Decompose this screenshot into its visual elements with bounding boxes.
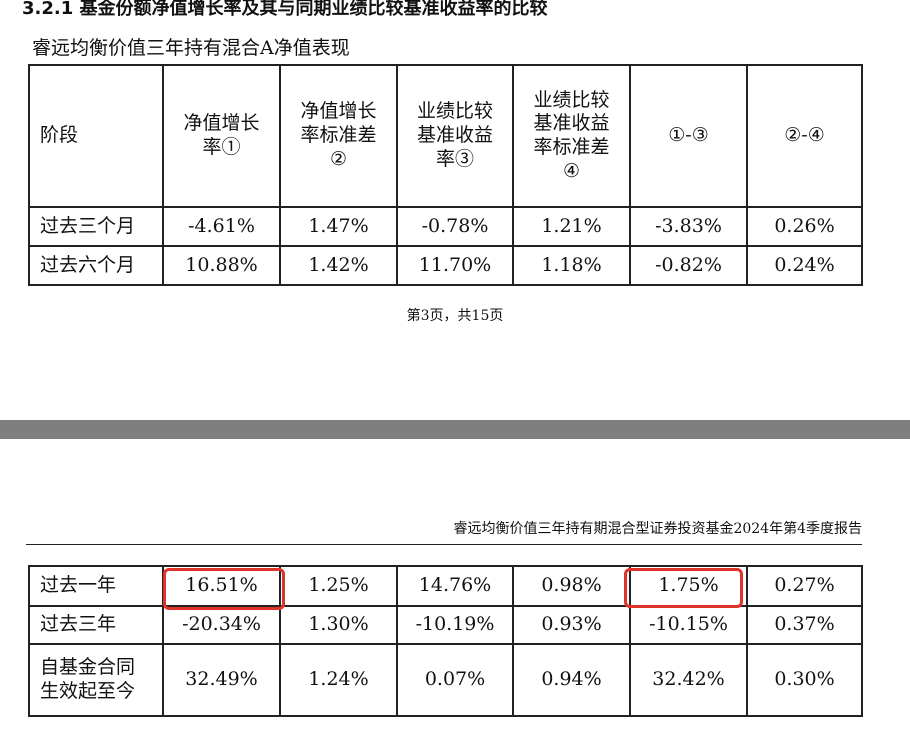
stage-cell: 过去三年 bbox=[28, 605, 164, 645]
cell-text-line: 净值增长 bbox=[300, 100, 377, 123]
cell-text-line: 过去六个月 bbox=[40, 253, 136, 276]
value-cell: -3.83% bbox=[629, 206, 748, 247]
cell-text-line: ② bbox=[329, 147, 348, 170]
cell-text-line: 过去三年 bbox=[40, 613, 117, 636]
report-header: 睿远均衡价值三年持有期混合型证券投资基金2024年第4季度报告 bbox=[453, 521, 862, 537]
table-row: 过去三个月 -4.61% 1.47% -0.78% 1.21% -3.83% 0.26% bbox=[28, 206, 863, 247]
value-cell: 0.24% bbox=[746, 245, 863, 286]
value-cell: 1.42% bbox=[279, 245, 398, 286]
cell-text-line: 业绩比较 bbox=[533, 88, 610, 111]
stage-cell: 过去六个月 bbox=[28, 245, 164, 286]
table-row: 过去三年 -20.34% 1.30% -10.19% 0.93% -10.15% 0.37% bbox=[28, 605, 863, 645]
value-cell: 16.51% bbox=[162, 565, 281, 607]
value-cell: 1.24% bbox=[279, 643, 398, 717]
value-cell: 10.88% bbox=[162, 245, 281, 286]
cell-text-line: 率① bbox=[202, 136, 241, 158]
value-cell: 0.37% bbox=[746, 605, 863, 645]
value-cell: 0.26% bbox=[746, 206, 863, 247]
value-cell: -10.19% bbox=[396, 605, 514, 645]
cell-text-line: 净值增长 bbox=[183, 112, 260, 135]
column-header: 业绩比较 基准收益 率③ bbox=[396, 64, 514, 208]
value-cell: 1.75% bbox=[629, 565, 748, 607]
performance-table-page3: 阶段 净值增长 率① 净值增长 率标准差 ② 业绩比较 基准收益 率③ 业绩比较 基准收益 率标准差 ④… bbox=[28, 64, 863, 286]
cell-text-line: 率③ bbox=[435, 147, 474, 170]
stage-cell: 过去三个月 bbox=[28, 206, 164, 247]
cell-text-line: 业绩比较 bbox=[416, 100, 493, 123]
cell-text-line: 过去三个月 bbox=[40, 214, 136, 237]
value-cell: -4.61% bbox=[162, 206, 281, 247]
value-cell: 0.98% bbox=[512, 565, 631, 607]
table-row: 过去六个月 10.88% 1.42% 11.70% 1.18% -0.82% 0.24% bbox=[28, 245, 863, 286]
cell-text-line: ②-④ bbox=[784, 124, 825, 147]
header-rule bbox=[26, 544, 862, 545]
cell-text-line: 生效起至今 bbox=[40, 680, 136, 702]
cell-text-line: 阶段 bbox=[40, 124, 79, 147]
value-cell: -10.15% bbox=[629, 605, 748, 645]
value-cell: -20.34% bbox=[162, 605, 281, 645]
page-separator bbox=[0, 420, 910, 439]
column-header: 净值增长 率标准差 ② bbox=[279, 64, 398, 208]
value-cell: -0.78% bbox=[396, 206, 514, 247]
cell-text-line: 率标准差 bbox=[533, 136, 610, 158]
cell-text-line: 基准收益 bbox=[416, 124, 493, 147]
value-cell: 1.25% bbox=[279, 565, 398, 607]
table-title: 睿远均衡价值三年持有混合A净值表现 bbox=[32, 37, 350, 59]
column-header: 净值增长 率① bbox=[162, 64, 281, 208]
value-cell: 1.30% bbox=[279, 605, 398, 645]
value-cell: 0.94% bbox=[512, 643, 631, 717]
stage-cell: 过去一年 bbox=[28, 565, 164, 607]
value-cell: 32.49% bbox=[162, 643, 281, 717]
cell-text-line: 过去一年 bbox=[40, 574, 117, 597]
column-header: ②-④ bbox=[746, 64, 863, 208]
cell-text-line: 基准收益 bbox=[533, 112, 610, 135]
value-cell: 1.21% bbox=[512, 206, 631, 247]
table-row: 自基金合同 生效起至今 32.49% 1.24% 0.07% 0.94% 32.42% 0.3… bbox=[28, 643, 863, 717]
column-header: 业绩比较 基准收益 率标准差 ④ bbox=[512, 64, 631, 208]
value-cell: 32.42% bbox=[629, 643, 748, 717]
table-row: 过去一年 16.51% 1.25% 14.76% 0.98% 1.75% 0.27% bbox=[28, 565, 863, 607]
value-cell: 14.76% bbox=[396, 565, 514, 607]
cell-text-line: 率标准差 bbox=[300, 124, 377, 147]
performance-table-page4: 过去一年 16.51% 1.25% 14.76% 0.98% 1.75% 0.27% 过去三年… bbox=[28, 565, 863, 717]
section-heading: 3.2.1 基金份额净值增长率及其与同期业绩比较基准收益率的比较 bbox=[22, 0, 548, 19]
value-cell: 1.18% bbox=[512, 245, 631, 286]
table-header-row: 阶段 净值增长 率① 净值增长 率标准差 ② 业绩比较 基准收益 率③ 业绩比较 基准收益 率标准差 ④… bbox=[28, 64, 863, 208]
column-header: ①-③ bbox=[629, 64, 748, 208]
value-cell: 0.07% bbox=[396, 643, 514, 717]
stage-cell: 自基金合同 生效起至今 bbox=[28, 643, 164, 717]
page-number: 第3页，共15页 bbox=[406, 308, 504, 324]
highlight-box-excess-return-1y bbox=[624, 568, 743, 608]
value-cell: 0.27% bbox=[746, 565, 863, 607]
cell-text-line: ④ bbox=[562, 159, 581, 182]
value-cell: 11.70% bbox=[396, 245, 514, 286]
cell-text-line: ①-③ bbox=[668, 124, 709, 147]
value-cell: -0.82% bbox=[629, 245, 748, 286]
highlight-box-nav-growth-1y bbox=[163, 568, 285, 610]
value-cell: 0.30% bbox=[746, 643, 863, 717]
column-header: 阶段 bbox=[28, 64, 164, 208]
value-cell: 0.93% bbox=[512, 605, 631, 645]
cell-text-line: 自基金合同 bbox=[40, 656, 136, 679]
value-cell: 1.47% bbox=[279, 206, 398, 247]
